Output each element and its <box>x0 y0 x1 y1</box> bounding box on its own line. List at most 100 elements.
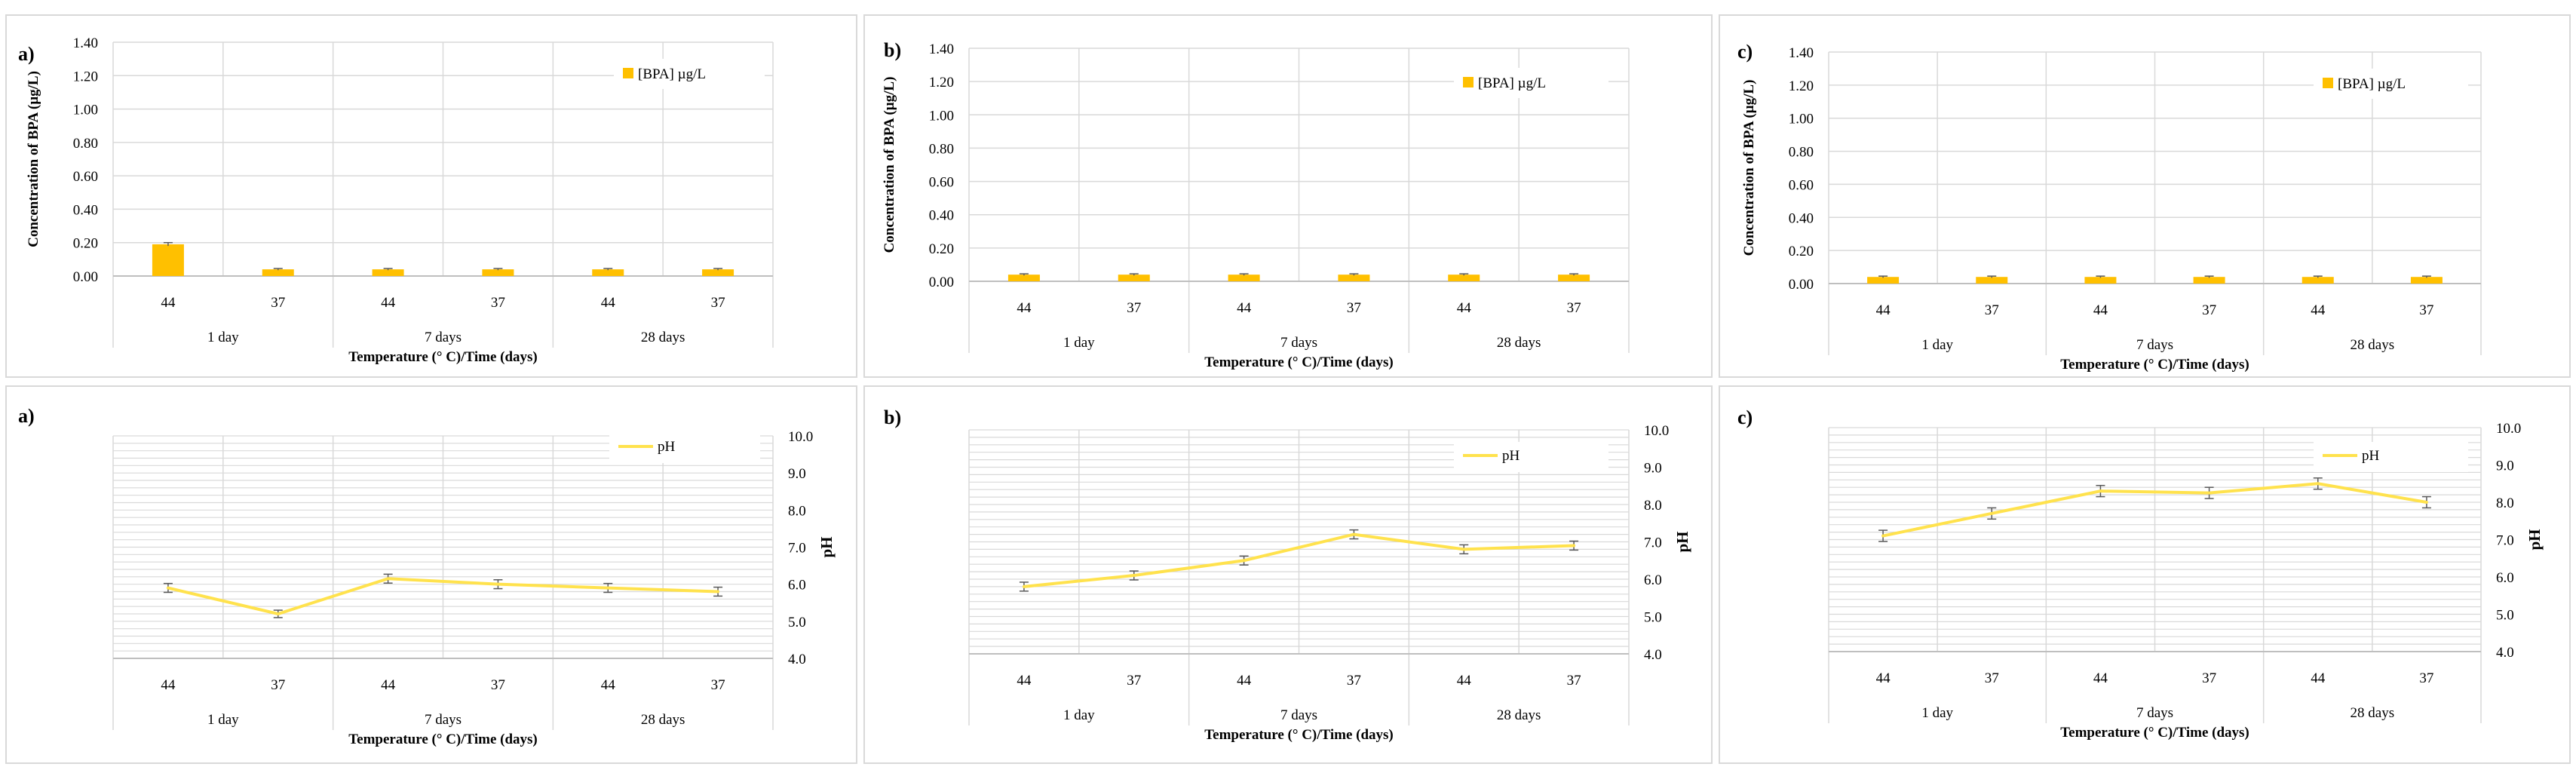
y-tick-label: 1.20 <box>1789 78 1814 94</box>
legend-box <box>2314 69 2468 99</box>
group-label: 28 days <box>1497 707 1541 723</box>
bar <box>2193 277 2225 284</box>
x-tick-label: 37 <box>2419 670 2433 686</box>
group-label: 28 days <box>1497 335 1541 351</box>
charts: a) 0.00 0.20 0.40 0.60 0.80 1.00 1.20 1.40 Concen… <box>18 35 2544 747</box>
bar <box>1228 275 1260 281</box>
panel-label: a) <box>18 405 35 427</box>
x-tick-label: 37 <box>711 677 725 693</box>
frame-bar-a <box>5 14 857 378</box>
x-tick-label: 44 <box>1876 670 1891 686</box>
y-tick-label: 0.20 <box>929 241 954 257</box>
bar <box>1558 275 1590 281</box>
y-tick-label: 7.0 <box>1644 535 1662 551</box>
x-axis-title: Temperature (° C)/Time (days) <box>348 732 538 747</box>
legend-label: [BPA] µg/L <box>2338 76 2406 92</box>
group-label: 1 day <box>1921 705 1953 721</box>
x-tick-label: 37 <box>1985 302 1999 318</box>
y-tick-label: 6.0 <box>1644 572 1662 588</box>
y-tick-label: 1.00 <box>73 103 98 118</box>
y-tick-label: 4.0 <box>788 652 806 667</box>
y-tick-label: 10.0 <box>1644 423 1669 439</box>
data-point <box>606 586 610 590</box>
legend-box <box>1454 68 1608 98</box>
y-tick-label: 1.20 <box>73 69 98 84</box>
data-point <box>1990 511 1994 515</box>
x-tick-label: 37 <box>271 677 285 693</box>
y-tick-label: 0.80 <box>929 141 954 157</box>
y-tick-label: 0.60 <box>929 175 954 191</box>
group-label: 1 day <box>1063 707 1095 723</box>
data-point <box>1881 534 1885 538</box>
y-tick-label: 0.00 <box>929 275 954 290</box>
x-tick-label: 44 <box>161 677 176 693</box>
x-tick-label: 37 <box>1347 673 1361 689</box>
x-axis-title: Temperature (° C)/Time (days) <box>2060 725 2249 741</box>
y-tick-label: 8.0 <box>2496 495 2514 511</box>
bar <box>702 269 734 276</box>
series-line-ph <box>1882 482 2427 538</box>
legend-label: pH <box>2362 448 2380 464</box>
data-point <box>1462 548 1466 551</box>
x-tick-label: 44 <box>2311 302 2326 318</box>
y-axis-title: pH <box>1673 531 1691 552</box>
data-point <box>386 577 390 581</box>
data-point <box>1352 532 1356 536</box>
y-tick-label: 8.0 <box>1644 498 1662 514</box>
group-label: 28 days <box>2351 337 2395 353</box>
y-tick-label: 0.00 <box>73 269 98 285</box>
y-tick-label: 9.0 <box>2496 459 2514 474</box>
data-point <box>716 590 720 594</box>
y-tick-label: 0.80 <box>1789 145 1814 161</box>
x-axis-title: Temperature (° C)/Time (days) <box>2060 357 2249 373</box>
frame-line-c <box>1719 385 2571 764</box>
group-label: 1 day <box>207 330 239 345</box>
data-point <box>2099 489 2102 493</box>
group-label: 1 day <box>1921 337 1953 353</box>
bar <box>592 269 624 276</box>
panel-label: c) <box>1737 406 1753 428</box>
data-point <box>276 612 280 615</box>
frame-line-a <box>5 385 857 764</box>
y-tick-label: 7.0 <box>788 541 806 557</box>
data-point <box>496 582 500 586</box>
x-tick-label: 37 <box>2419 302 2433 318</box>
x-tick-label: 44 <box>1457 673 1472 689</box>
y-tick-label: 0.80 <box>73 136 98 152</box>
frame-bar-c <box>1719 14 2571 378</box>
x-tick-label: 44 <box>1237 300 1252 316</box>
y-tick-label: 1.20 <box>929 75 954 90</box>
chart-line-a: a) 4.0 5.0 6.0 7.0 8.0 9.0 10.0 pH 44 37 44 37 44 37 1 … <box>18 405 836 747</box>
y-tick-label: 10.0 <box>788 429 813 445</box>
group-label: 1 day <box>207 712 239 728</box>
x-tick-label: 44 <box>601 295 616 311</box>
y-tick-label: 0.00 <box>1789 277 1814 293</box>
x-tick-label: 37 <box>271 295 285 311</box>
group-label: 28 days <box>641 330 685 345</box>
series-line-ph <box>167 577 719 616</box>
x-tick-label: 44 <box>1017 300 1032 316</box>
group-label: 1 day <box>1063 335 1095 351</box>
x-tick-label: 44 <box>381 295 396 311</box>
bar <box>1448 275 1480 281</box>
legend-box <box>614 59 765 89</box>
x-tick-label: 44 <box>2093 670 2108 686</box>
panel-frames <box>5 14 2571 764</box>
bar <box>2302 277 2334 284</box>
legend-label: pH <box>1502 448 1520 464</box>
y-tick-label: 5.0 <box>1644 610 1662 626</box>
y-tick-label: 0.60 <box>1789 177 1814 193</box>
y-axis-title: Concentration of BPA (µg/L) <box>26 71 41 247</box>
panel-label: b) <box>884 406 901 428</box>
frame-bar-b <box>863 14 1713 378</box>
group-label: 7 days <box>2136 337 2173 353</box>
x-tick-label: 44 <box>161 295 176 311</box>
series-line-ph <box>1023 532 1575 588</box>
x-tick-label: 44 <box>1237 673 1252 689</box>
y-axis-title: pH <box>2525 529 2544 550</box>
y-tick-label: 1.00 <box>929 108 954 124</box>
x-axis-title: Temperature (° C)/Time (days) <box>1204 354 1394 370</box>
x-tick-label: 37 <box>2202 302 2216 318</box>
legend-swatch <box>2323 78 2333 88</box>
panel-label: c) <box>1737 41 1753 63</box>
